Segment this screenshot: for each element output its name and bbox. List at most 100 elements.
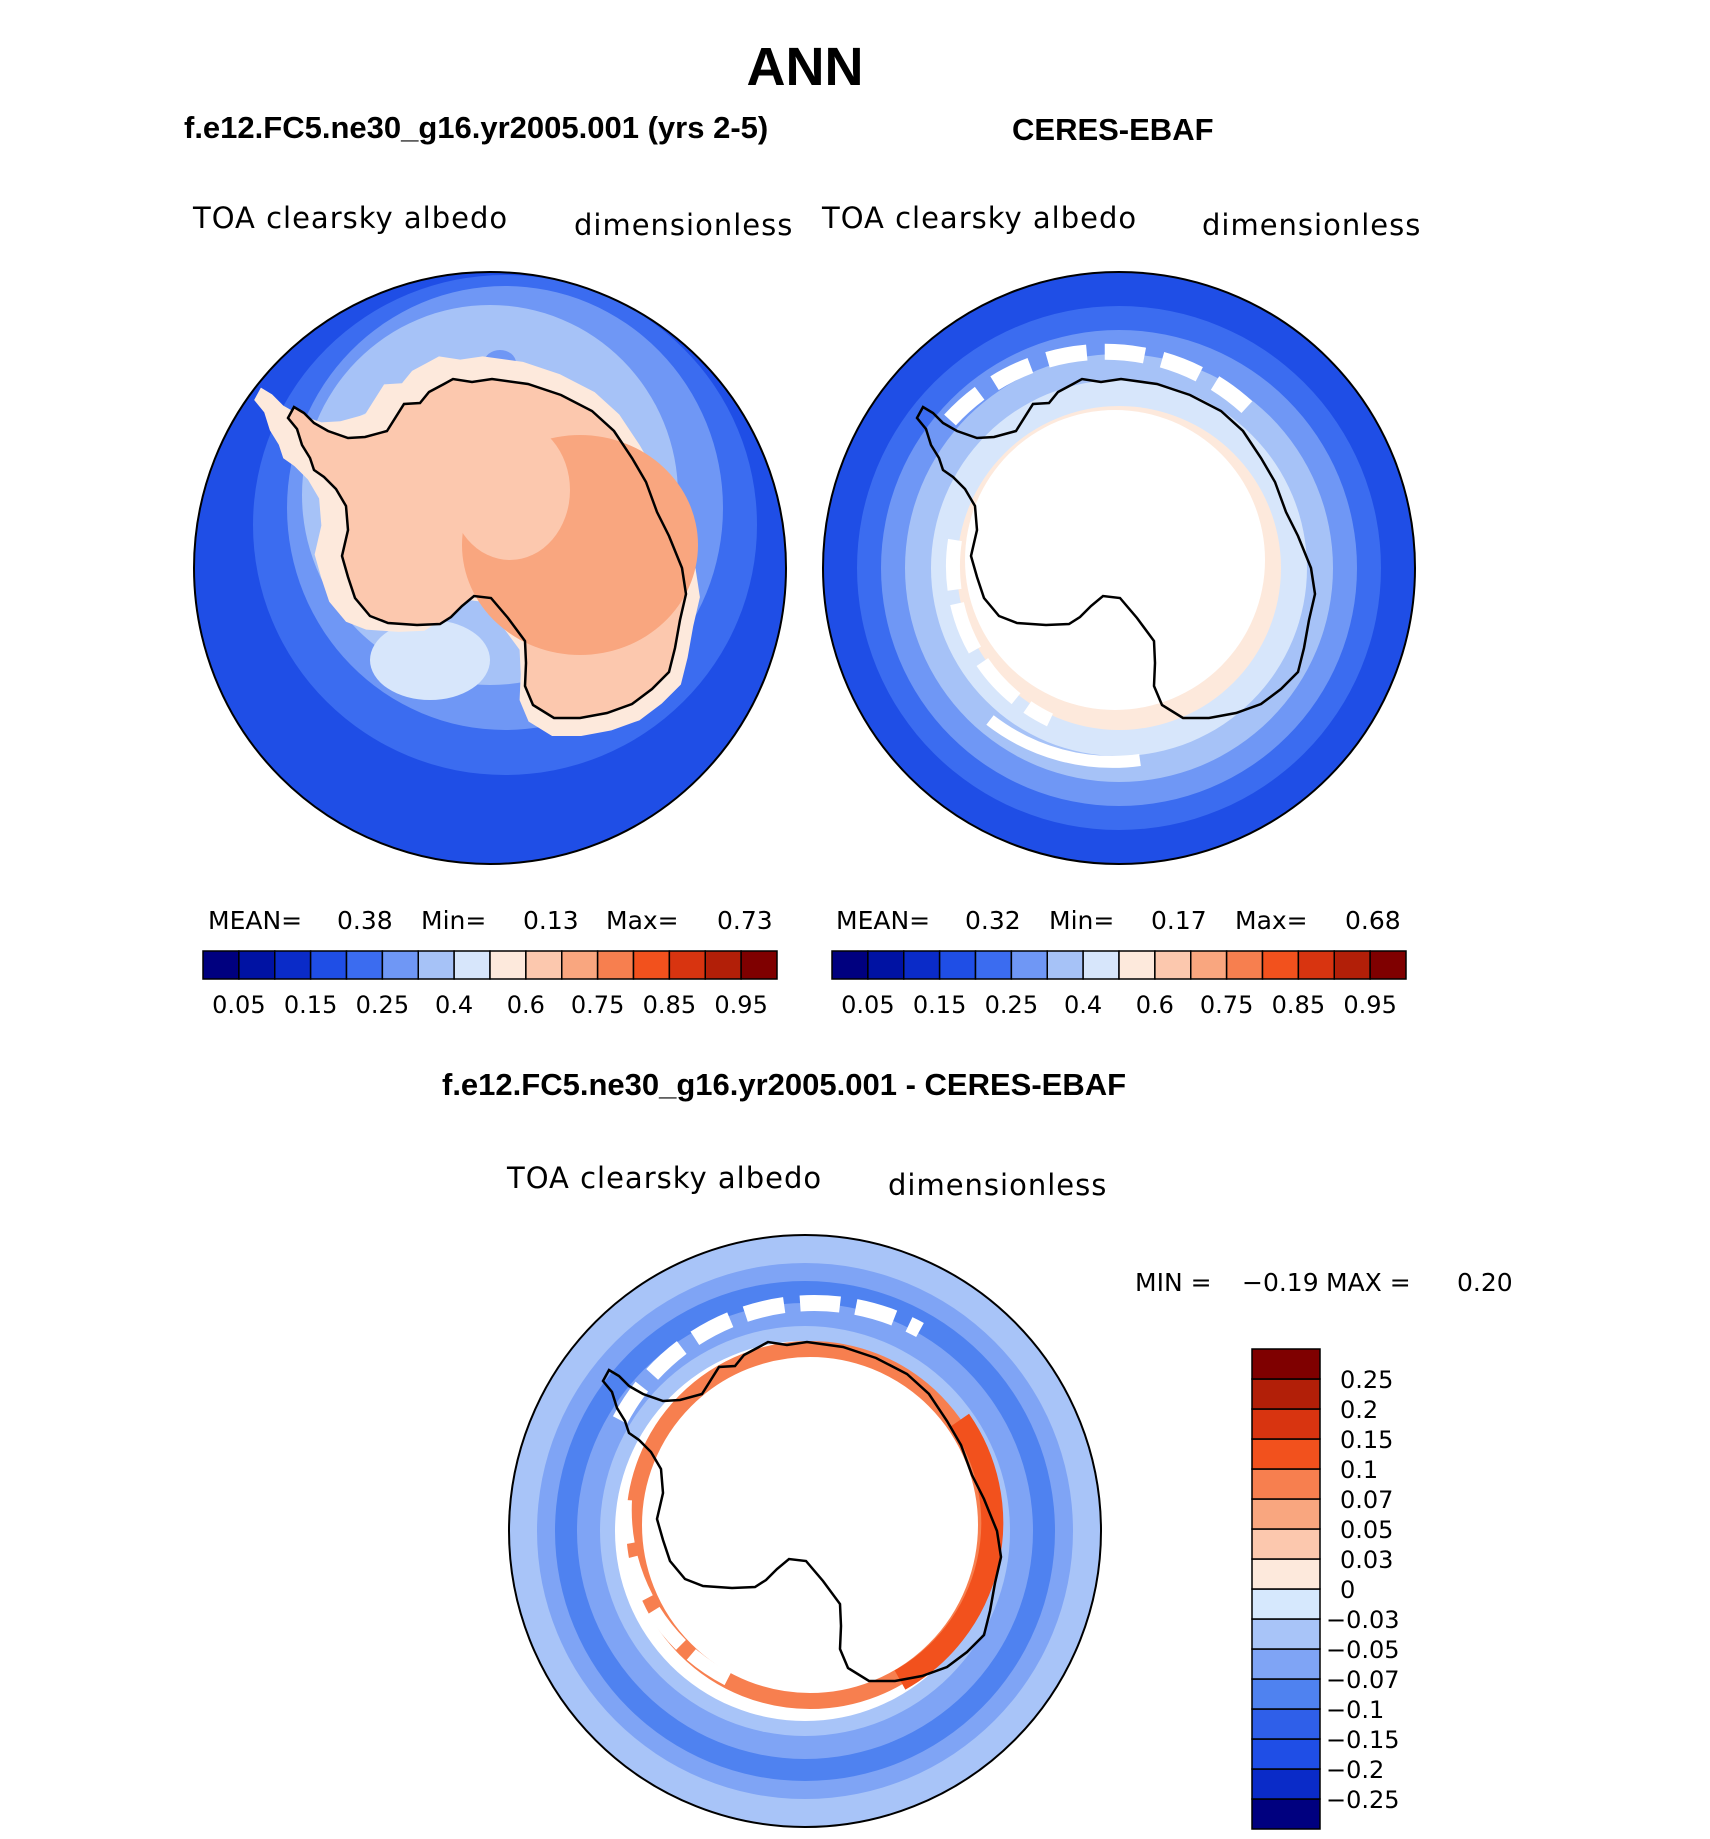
colorbar-obs-swatch	[1154, 950, 1192, 980]
colorbar-model-tick-label: 0.05	[212, 991, 265, 1019]
panel-model-variable: TOA clearsky albedo	[193, 201, 509, 235]
colorbar-obs-swatch	[867, 950, 905, 980]
colorbar-diff-swatch	[1251, 1738, 1321, 1770]
colorbar-obs-tick-label: 0.4	[1064, 991, 1102, 1019]
colorbar-diff-swatch	[1251, 1468, 1321, 1500]
colorbar-diff-tick-label: −0.15	[1326, 1726, 1400, 1754]
colorbar-diff-tick-label: 0.07	[1340, 1486, 1393, 1514]
colorbar-diff-swatch	[1251, 1618, 1321, 1650]
panel-diff-max: 0.20	[1457, 1268, 1513, 1297]
map-obs-border	[822, 271, 1416, 865]
panel-model-min: 0.13	[523, 906, 579, 935]
colorbar-diff-tick-label: −0.03	[1326, 1606, 1400, 1634]
panel-model-max-label: Max=	[606, 906, 679, 935]
colorbar-model-swatch	[238, 950, 276, 980]
colorbar-obs-tick-label: 0.85	[1272, 991, 1325, 1019]
colorbar-diff-swatch	[1251, 1408, 1321, 1440]
panel-diff-max-label: MAX =	[1326, 1268, 1411, 1297]
colorbar-obs-tick-label: 0.05	[841, 991, 894, 1019]
colorbar-obs-swatch	[1046, 950, 1084, 980]
colorbar-diff-tick-label: 0.2	[1340, 1396, 1378, 1424]
panel-obs-mean: 0.32	[965, 906, 1021, 935]
colorbar-obs-tick-label: 0.6	[1136, 991, 1174, 1019]
colorbar-diff-swatch	[1251, 1798, 1321, 1830]
colorbar-model-swatch	[561, 950, 599, 980]
colorbar-model-tick-label: 0.85	[643, 991, 696, 1019]
colorbar-diff-swatch	[1251, 1708, 1321, 1740]
colorbar-diff: 0.250.20.150.10.070.050.030−0.03−0.05−0.…	[1251, 1348, 1400, 1830]
colorbar-diff-swatch	[1251, 1558, 1321, 1590]
colorbar-diff-swatch	[1251, 1348, 1321, 1380]
colorbar-obs-swatch	[1369, 950, 1407, 980]
panel-obs-max: 0.68	[1345, 906, 1401, 935]
panel-model-mean-label: MEAN=	[208, 906, 303, 935]
map-diff	[509, 1235, 1101, 1827]
colorbar-model-swatch	[274, 950, 312, 980]
figure-title: ANN	[746, 37, 864, 97]
colorbar-obs-swatch	[1333, 950, 1371, 980]
panel-diff-min-label: MIN =	[1135, 1268, 1212, 1297]
panel-diff-units: dimensionless	[888, 1168, 1108, 1202]
colorbar-diff-tick-label: 0.1	[1340, 1456, 1378, 1484]
panel-diff-variable: TOA clearsky albedo	[507, 1161, 823, 1195]
colorbar-model-swatch	[489, 950, 527, 980]
colorbar-obs-tick-label: 0.25	[985, 991, 1038, 1019]
colorbar-diff-tick-label: 0.25	[1340, 1366, 1393, 1394]
colorbar-obs-swatch	[1190, 950, 1228, 980]
colorbar-obs-swatch	[1010, 950, 1048, 980]
colorbar-diff-swatch	[1251, 1498, 1321, 1530]
colorbar-diff-tick-label: −0.05	[1326, 1636, 1400, 1664]
colorbar-diff-swatch	[1251, 1648, 1321, 1680]
colorbar-model-swatch	[632, 950, 671, 980]
colorbar-obs-tick-label: 0.15	[913, 991, 966, 1019]
colorbar-model-tick-label: 0.75	[571, 991, 624, 1019]
panel-obs-mean-label: MEAN=	[836, 906, 931, 935]
panel-model-mean: 0.38	[337, 906, 393, 935]
panel-diff-min: −0.19	[1242, 1268, 1319, 1297]
colorbar-model-swatch	[596, 950, 635, 980]
panel-diff-title: f.e12.FC5.ne30_g16.yr2005.001 - CERES-EB…	[442, 1067, 1127, 1102]
colorbar-model-swatch	[453, 950, 491, 980]
colorbar-model-swatch	[417, 950, 455, 980]
colorbar-diff-tick-label: 0.03	[1340, 1546, 1393, 1574]
colorbar-model: 0.05 0.15 0.25 0.4 0.6 0.75 0.85 0.95	[202, 950, 778, 1019]
colorbar-diff-tick-label: 0	[1340, 1576, 1355, 1604]
colorbar-obs-swatch	[1082, 950, 1120, 980]
colorbar-diff-swatch	[1251, 1528, 1321, 1560]
panel-model-min-label: Min=	[421, 906, 487, 935]
colorbar-diff-tick-label: 0.15	[1340, 1426, 1393, 1454]
map-obs	[823, 272, 1415, 864]
panel-obs-units: dimensionless	[1202, 208, 1422, 242]
colorbar-diff-tick-label: −0.2	[1326, 1756, 1384, 1784]
panel-model-title: f.e12.FC5.ne30_g16.yr2005.001 (yrs 2-5)	[184, 110, 769, 145]
colorbar-obs-swatch	[974, 950, 1013, 980]
colorbar-obs-swatch	[831, 950, 869, 980]
colorbar-model-tick-label: 0.4	[435, 991, 473, 1019]
map-model	[194, 272, 786, 864]
colorbar-obs-swatch	[1225, 950, 1264, 980]
colorbar-diff-swatch	[1251, 1438, 1321, 1470]
colorbar-obs: 0.05 0.15 0.25 0.4 0.6 0.75 0.85 0.95	[831, 950, 1407, 1019]
panel-obs-variable: TOA clearsky albedo	[822, 201, 1138, 235]
colorbar-model-tick-label: 0.15	[284, 991, 337, 1019]
colorbar-model-swatch	[668, 950, 706, 980]
panel-obs-min: 0.17	[1151, 906, 1207, 935]
colorbar-model-swatch	[202, 950, 240, 980]
panel-obs-max-label: Max=	[1235, 906, 1308, 935]
panel-obs-title: CERES-EBAF	[1012, 112, 1214, 147]
map-diff-border	[508, 1234, 1102, 1828]
colorbar-obs-tick-label: 0.75	[1200, 991, 1253, 1019]
colorbar-obs-tick-label: 0.95	[1343, 991, 1396, 1019]
colorbar-obs-swatch	[1261, 950, 1300, 980]
colorbar-diff-tick-label: −0.1	[1326, 1696, 1384, 1724]
colorbar-diff-swatch	[1251, 1768, 1321, 1800]
colorbar-diff-tick-label: −0.07	[1326, 1666, 1400, 1694]
colorbar-model-tick-label: 0.6	[507, 991, 545, 1019]
colorbar-diff-swatch	[1251, 1678, 1321, 1710]
map-model-border	[193, 271, 787, 865]
panel-obs-min-label: Min=	[1049, 906, 1115, 935]
colorbar-model-swatch	[704, 950, 742, 980]
colorbar-model-swatch	[740, 950, 778, 980]
colorbar-diff-tick-label: −0.25	[1326, 1786, 1400, 1814]
